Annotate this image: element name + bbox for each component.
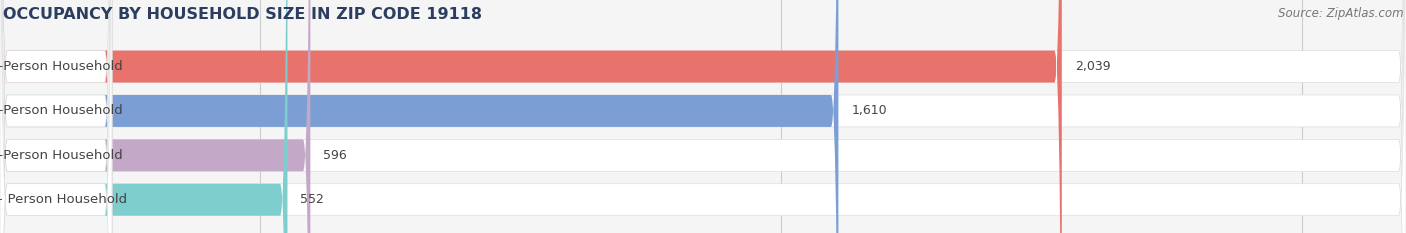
Text: 596: 596 (323, 149, 347, 162)
FancyBboxPatch shape (0, 0, 287, 233)
FancyBboxPatch shape (0, 0, 112, 233)
FancyBboxPatch shape (0, 0, 112, 233)
Text: 1,610: 1,610 (852, 104, 887, 117)
FancyBboxPatch shape (0, 0, 311, 233)
Text: 552: 552 (301, 193, 325, 206)
Text: 3-Person Household: 3-Person Household (0, 149, 122, 162)
Text: Source: ZipAtlas.com: Source: ZipAtlas.com (1278, 7, 1403, 20)
FancyBboxPatch shape (0, 0, 112, 233)
Text: 4+ Person Household: 4+ Person Household (0, 193, 128, 206)
FancyBboxPatch shape (0, 0, 112, 233)
Text: 2,039: 2,039 (1074, 60, 1111, 73)
FancyBboxPatch shape (0, 0, 838, 233)
Text: 2-Person Household: 2-Person Household (0, 104, 122, 117)
FancyBboxPatch shape (0, 0, 1062, 233)
Text: 1-Person Household: 1-Person Household (0, 60, 122, 73)
Text: OCCUPANCY BY HOUSEHOLD SIZE IN ZIP CODE 19118: OCCUPANCY BY HOUSEHOLD SIZE IN ZIP CODE … (3, 7, 482, 22)
